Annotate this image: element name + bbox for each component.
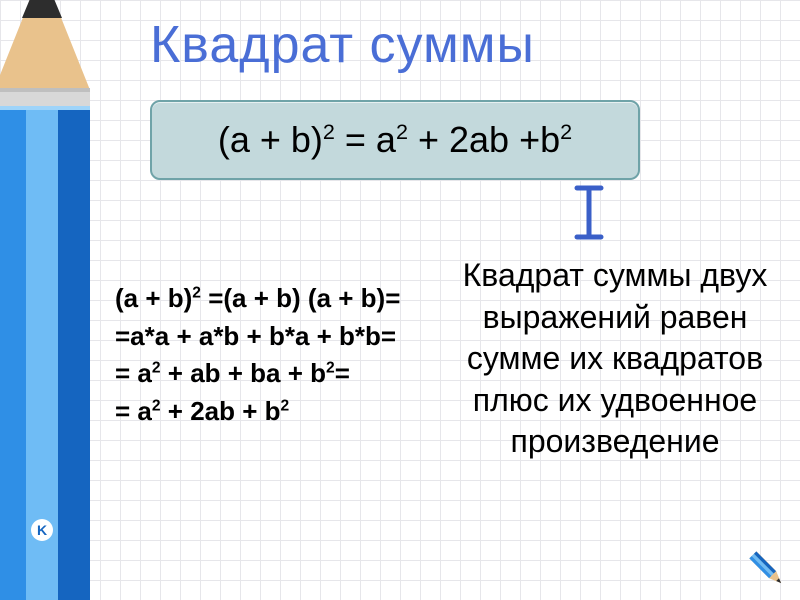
main-formula: (a + b)2 = a2 + 2ab +b2 — [218, 119, 572, 161]
page-title: Квадрат суммы — [150, 15, 535, 75]
svg-text:K: K — [37, 522, 47, 538]
deriv-line-1: (a + b)2 =(a + b) (a + b)= — [115, 280, 445, 318]
deriv-line-3: = a2 + ab + ba + b2= — [115, 355, 445, 393]
derivation-block: (a + b)2 =(a + b) (a + b)= =a*a + a*b + … — [115, 280, 445, 431]
page: K Квадрат суммы (a + b)2 = a2 + 2ab +b2 … — [0, 0, 800, 600]
deriv-line-2: =a*a + a*b + b*a + b*b= — [115, 318, 445, 356]
corner-pencil-icon — [742, 544, 792, 594]
explanation-text: Квадрат суммы двух выражений равен сумме… — [455, 255, 775, 463]
formula-box: (a + b)2 = a2 + 2ab +b2 — [150, 100, 640, 180]
pencil-decoration: K — [0, 0, 95, 600]
deriv-line-4: = a2 + 2ab + b2 — [115, 393, 445, 431]
connector-icon — [574, 185, 604, 240]
